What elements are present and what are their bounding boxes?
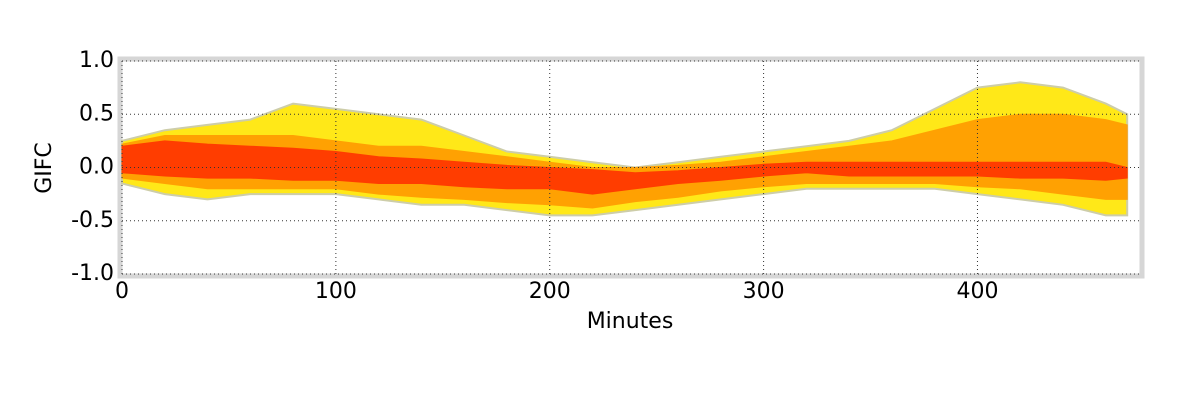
y-tick-label: -1.0 [71,261,114,286]
y-tick-label: 0.0 [79,155,114,180]
x-tick-label: 300 [743,279,785,304]
y-tick-label: 0.5 [79,101,114,126]
plot-area [121,81,1129,217]
x-tick-label: 100 [315,279,357,304]
x-tick-label: 0 [115,279,129,304]
y-tick-label: 1.0 [79,48,114,73]
x-tick-label: 400 [956,279,998,304]
y-tick-label: -0.5 [71,208,114,233]
density-band [121,140,1128,195]
x-tick-label: 200 [529,279,571,304]
y-axis-label: GIFC [32,142,57,194]
density-band [121,113,1128,209]
x-axis-label: Minutes [587,309,674,334]
